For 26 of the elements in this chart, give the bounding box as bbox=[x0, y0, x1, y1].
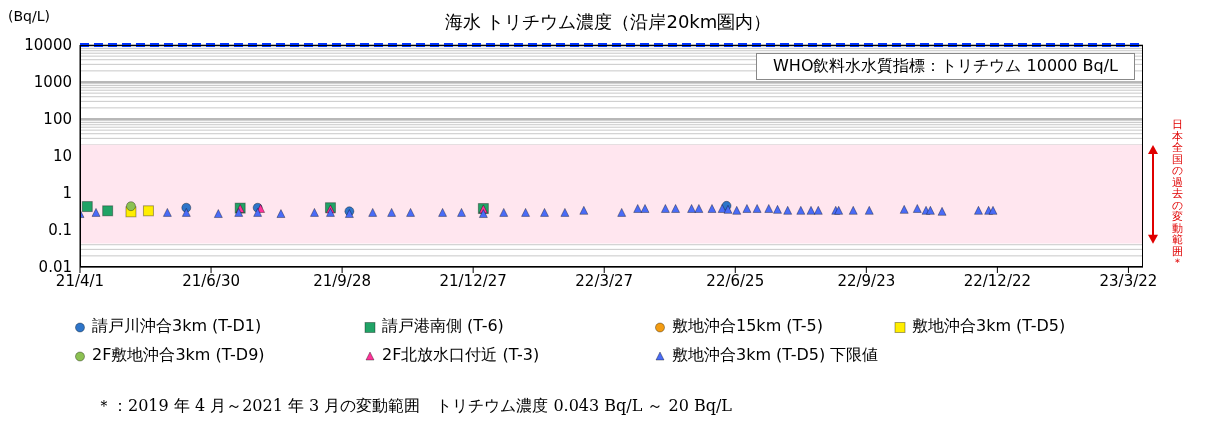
x-tick-label: 23/3/22 bbox=[1099, 271, 1158, 290]
legend-label: 2F北放水口付近 (T-3) bbox=[381, 345, 541, 366]
legend-label: 敷地沖合15km (T-5) bbox=[671, 316, 825, 337]
y-tick-label: 0.1 bbox=[48, 221, 72, 240]
text: ＊：2019 年 4 月～2021 年 3 月の変動範囲 トリチウム濃度 0.043 Bq/L ～ 20 Bq/L bbox=[96, 396, 732, 417]
chart-title: 海水 トリチウム濃度（沿岸20km圏内） bbox=[444, 11, 772, 32]
x-tick-label: 21/9/28 bbox=[313, 271, 372, 290]
ref-line-label: WHO飲料水水質指標：トリチウム 10000 Bq/L bbox=[756, 53, 1135, 80]
legend-label: 敷地沖合3km (T-D5) bbox=[911, 316, 1067, 337]
legend-label: 請戸港南側 (T-6) bbox=[381, 316, 505, 337]
y-tick-label: 100 bbox=[43, 110, 72, 129]
x-tick-label: 22/3/27 bbox=[575, 271, 634, 290]
y-tick-label: 10 bbox=[52, 147, 72, 166]
y-axis-title: (Bq/L) bbox=[8, 8, 50, 24]
legend-label: 2F敷地沖合3km (T-D9) bbox=[91, 345, 266, 366]
x-tick-label: 21/6/30 bbox=[182, 271, 240, 290]
y-tick-label: 10000 bbox=[24, 36, 72, 55]
x-tick-label: 21/12/27 bbox=[439, 271, 507, 290]
x-tick-label: 22/12/22 bbox=[963, 271, 1032, 290]
legend-label: 請戸川沖合3km (T-D1) bbox=[91, 316, 263, 337]
legend-label: 敷地沖合3km (T-D5) 下限値 bbox=[671, 345, 880, 366]
x-tick-label: 22/6/25 bbox=[706, 271, 765, 290]
text: 日本全国の過去の変動範囲＊ bbox=[1171, 118, 1183, 270]
x-tick-label: 22/9/23 bbox=[837, 271, 896, 290]
y-tick-label: 1000 bbox=[33, 73, 72, 92]
y-tick-label: 1 bbox=[62, 184, 72, 203]
